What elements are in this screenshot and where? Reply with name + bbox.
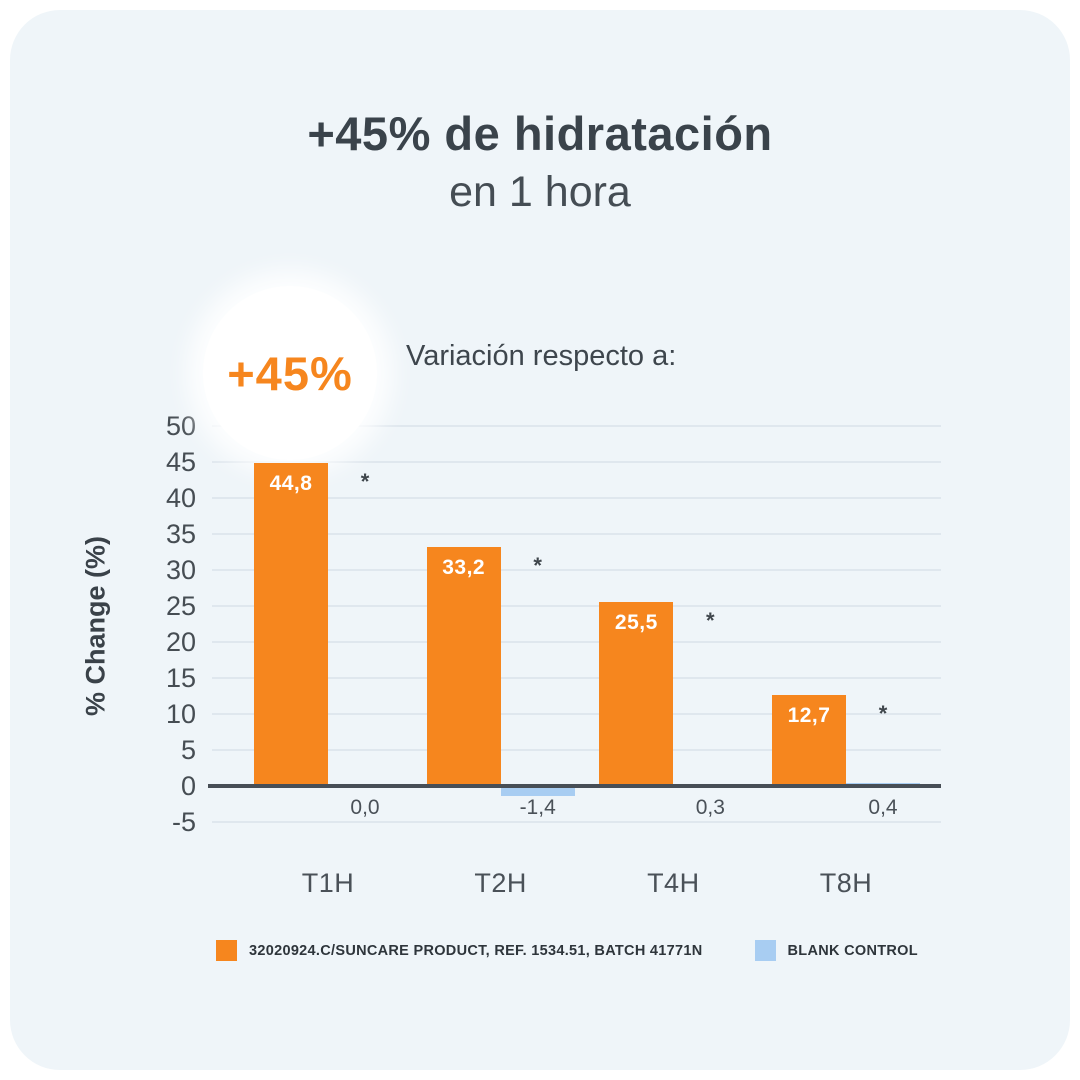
y-tick-label: 30 bbox=[165, 555, 196, 585]
product-bar: 25,5 bbox=[599, 602, 674, 786]
y-tick-label: 40 bbox=[165, 483, 196, 513]
control-bar bbox=[500, 786, 575, 797]
product-bar: 33,2 bbox=[426, 546, 501, 786]
gridline bbox=[212, 677, 941, 679]
control-bar-value: 0,0 bbox=[350, 796, 380, 819]
x-category-label: T2H bbox=[474, 868, 527, 898]
legend-swatch bbox=[754, 940, 776, 961]
gridline bbox=[212, 533, 941, 535]
control-bar-value: 0,3 bbox=[695, 796, 725, 819]
y-tick-label: 0 bbox=[180, 771, 196, 801]
y-tick-label: 45 bbox=[165, 447, 196, 477]
gridline bbox=[212, 605, 941, 607]
product-bar-value: 12,7 bbox=[787, 703, 831, 727]
gridline bbox=[212, 821, 941, 823]
x-category-label: T8H bbox=[819, 868, 873, 898]
legend-item: BLANK CONTROL bbox=[754, 940, 918, 961]
highlight-badge-text: +45% bbox=[227, 346, 353, 400]
significance-asterisk: * bbox=[533, 552, 542, 578]
product-bar-value: 25,5 bbox=[614, 611, 658, 635]
gridline bbox=[212, 713, 941, 715]
chart-legend: 32020924.C/SUNCARE PRODUCT, REF. 1534.51… bbox=[216, 940, 918, 961]
control-bar-value: -1,4 bbox=[519, 796, 556, 819]
highlight-badge: +45% bbox=[203, 286, 377, 460]
y-tick-label: 25 bbox=[165, 591, 196, 621]
y-tick-label: 15 bbox=[165, 663, 196, 693]
legend-label: 32020924.C/SUNCARE PRODUCT, REF. 1534.51… bbox=[249, 942, 703, 959]
zero-axis-line bbox=[208, 784, 941, 788]
product-bar: 44,8 bbox=[254, 463, 328, 786]
legend-label: BLANK CONTROL bbox=[787, 942, 918, 959]
significance-asterisk: * bbox=[360, 469, 370, 495]
significance-asterisk: * bbox=[878, 700, 888, 726]
x-category-label: T1H bbox=[301, 868, 355, 898]
gridline bbox=[212, 569, 941, 571]
legend-swatch bbox=[216, 940, 237, 961]
infographic-card: +45% de hidratación en 1 hora % Change (… bbox=[10, 10, 1070, 1070]
bar-chart: % Change (%) 50 45 40 35 30 25 20 15 10 5 0 -5 44,8… bbox=[10, 10, 1070, 1070]
y-tick-label: -5 bbox=[171, 807, 196, 837]
gridline bbox=[212, 497, 941, 499]
y-tick-label: 10 bbox=[165, 699, 196, 729]
gridline bbox=[212, 641, 941, 643]
gridline bbox=[212, 461, 941, 463]
product-bar-value: 44,8 bbox=[269, 472, 313, 496]
gridline bbox=[212, 749, 941, 751]
y-tick-label: 5 bbox=[180, 735, 196, 765]
comparison-note: Variación respecto a: bbox=[406, 340, 677, 372]
product-bar: 12,7 bbox=[772, 694, 846, 786]
y-tick-label: 50 bbox=[165, 411, 196, 441]
significance-asterisk: * bbox=[706, 608, 715, 634]
x-category-label: T4H bbox=[647, 868, 700, 898]
product-bar-value: 33,2 bbox=[442, 555, 486, 579]
legend-item: 32020924.C/SUNCARE PRODUCT, REF. 1534.51… bbox=[216, 940, 703, 961]
control-bar-value: 0,4 bbox=[868, 796, 898, 819]
page-title: +45% de hidratación bbox=[307, 107, 773, 160]
y-tick-label: 35 bbox=[165, 519, 196, 549]
page-subtitle: en 1 hora bbox=[449, 168, 631, 216]
gridline bbox=[212, 425, 941, 427]
y-tick-label: 20 bbox=[165, 627, 196, 657]
